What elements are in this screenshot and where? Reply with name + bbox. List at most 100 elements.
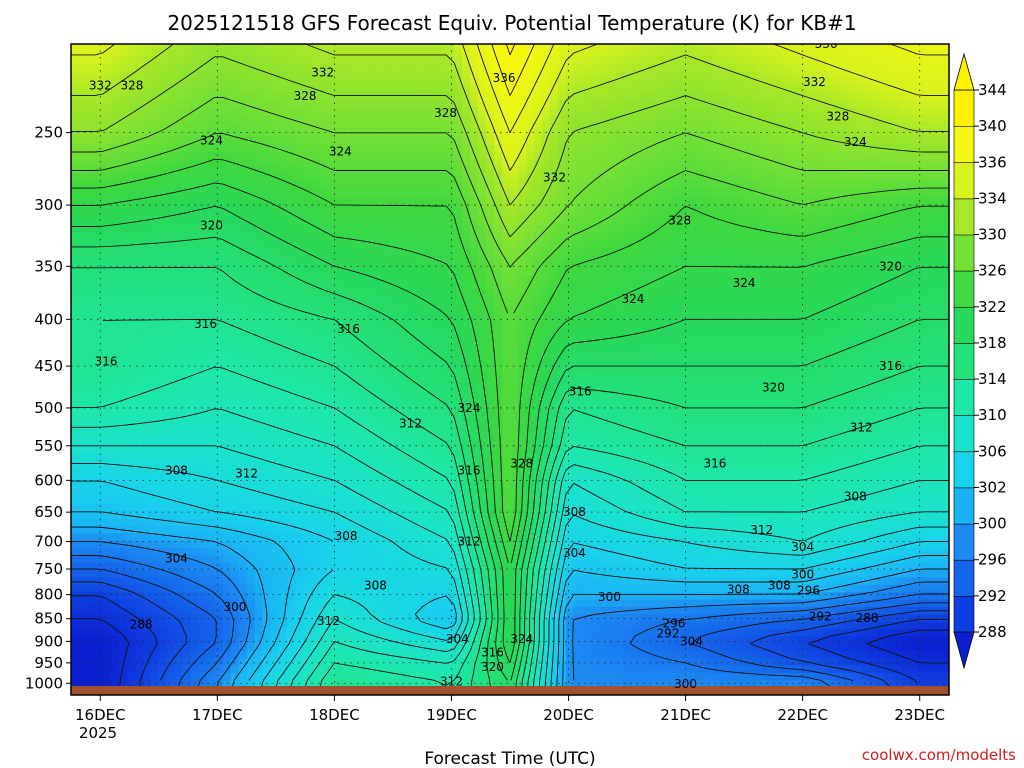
heat-cell [925, 320, 934, 329]
heat-cell [238, 202, 248, 211]
heat-cell [246, 232, 256, 241]
heat-cell [821, 136, 830, 145]
heat-cell [829, 217, 838, 226]
heat-cell [326, 349, 335, 358]
heat-cell [230, 268, 240, 277]
heat-cell [246, 364, 256, 373]
heat-cell [629, 78, 639, 86]
heat-cell [933, 320, 942, 329]
heat-cell [374, 85, 383, 94]
heat-cell [605, 129, 615, 138]
heat-cell [797, 283, 806, 292]
heat-cell [350, 202, 359, 211]
heat-cell [278, 70, 288, 79]
heat-cell [605, 55, 615, 64]
heat-cell [805, 100, 814, 108]
heat-cell [254, 342, 264, 351]
heat-cell [198, 327, 208, 336]
heat-cell [661, 239, 671, 248]
heat-cell [454, 349, 463, 358]
heat-cell [151, 34, 160, 42]
heat-cell [725, 283, 735, 292]
heat-cell [541, 268, 551, 277]
heat-cell [366, 44, 375, 50]
heat-cell [278, 239, 288, 248]
heat-cell [549, 268, 559, 277]
heat-cell [222, 224, 232, 233]
heat-cell [581, 283, 591, 292]
heat-cell [733, 92, 743, 101]
heat-cell [877, 129, 886, 138]
heat-cell [861, 268, 870, 277]
heat-cell [565, 335, 575, 344]
heat-cell [725, 63, 735, 72]
heat-cell [741, 349, 751, 358]
heat-cell [893, 232, 902, 241]
heat-cell [494, 85, 503, 94]
heat-cell [206, 158, 216, 167]
heat-cell [510, 210, 519, 219]
heat-cell [861, 129, 870, 138]
heat-cell [198, 357, 208, 366]
heat-cell [454, 283, 463, 292]
heat-cell [797, 63, 806, 72]
heat-cell [565, 217, 575, 226]
heat-cell [174, 70, 184, 79]
heat-cell [837, 224, 846, 233]
heat-cell [110, 254, 120, 263]
heat-cell [478, 70, 487, 79]
heat-cell [382, 239, 391, 248]
heat-cell [941, 232, 949, 241]
heat-cell [342, 291, 351, 299]
heat-cell [230, 144, 240, 153]
heat-cell [470, 188, 479, 197]
heat-cell [374, 291, 383, 299]
heat-cell [182, 276, 192, 285]
heat-cell [925, 122, 934, 131]
heat-cell [438, 136, 447, 145]
heat-cell [134, 291, 144, 299]
heat-cell [310, 335, 320, 344]
heat-cell [510, 254, 519, 263]
heat-cell [270, 239, 280, 248]
heat-cell [901, 202, 910, 211]
heat-cell [166, 100, 176, 108]
heat-cell [118, 276, 128, 285]
heat-cell [797, 320, 806, 329]
heat-cell [374, 254, 383, 263]
heat-cell [685, 320, 695, 329]
heat-cell [454, 34, 463, 42]
heat-cell [254, 85, 264, 94]
heat-cell [102, 327, 112, 336]
heat-cell [693, 55, 703, 64]
heat-cell [645, 100, 655, 108]
heat-cell [414, 180, 423, 189]
heat-cell [510, 224, 519, 233]
heat-cell [502, 313, 511, 322]
heat-cell [318, 55, 328, 64]
heat-cell [661, 357, 671, 366]
heat-cell [749, 136, 759, 145]
heat-cell [613, 342, 623, 351]
heat-cell [669, 114, 679, 123]
heat-cell [262, 195, 272, 204]
heat-cell [685, 48, 695, 57]
heat-cell [709, 129, 719, 138]
heat-cell [142, 232, 152, 241]
heat-cell [533, 246, 543, 255]
heat-cell [222, 246, 232, 255]
heat-cell [199, 34, 208, 42]
heat-cell [150, 107, 160, 116]
heat-cell [486, 357, 495, 366]
heat-cell [869, 217, 878, 226]
heat-cell [454, 48, 463, 57]
heat-cell [150, 195, 160, 204]
heat-cell [517, 335, 527, 344]
heat-cell [605, 202, 615, 211]
heat-cell [390, 55, 399, 64]
heat-cell [150, 55, 160, 64]
heat-cell [422, 107, 431, 116]
heat-cell [382, 261, 391, 270]
heat-cell [773, 34, 782, 42]
heat-cell [597, 202, 607, 211]
